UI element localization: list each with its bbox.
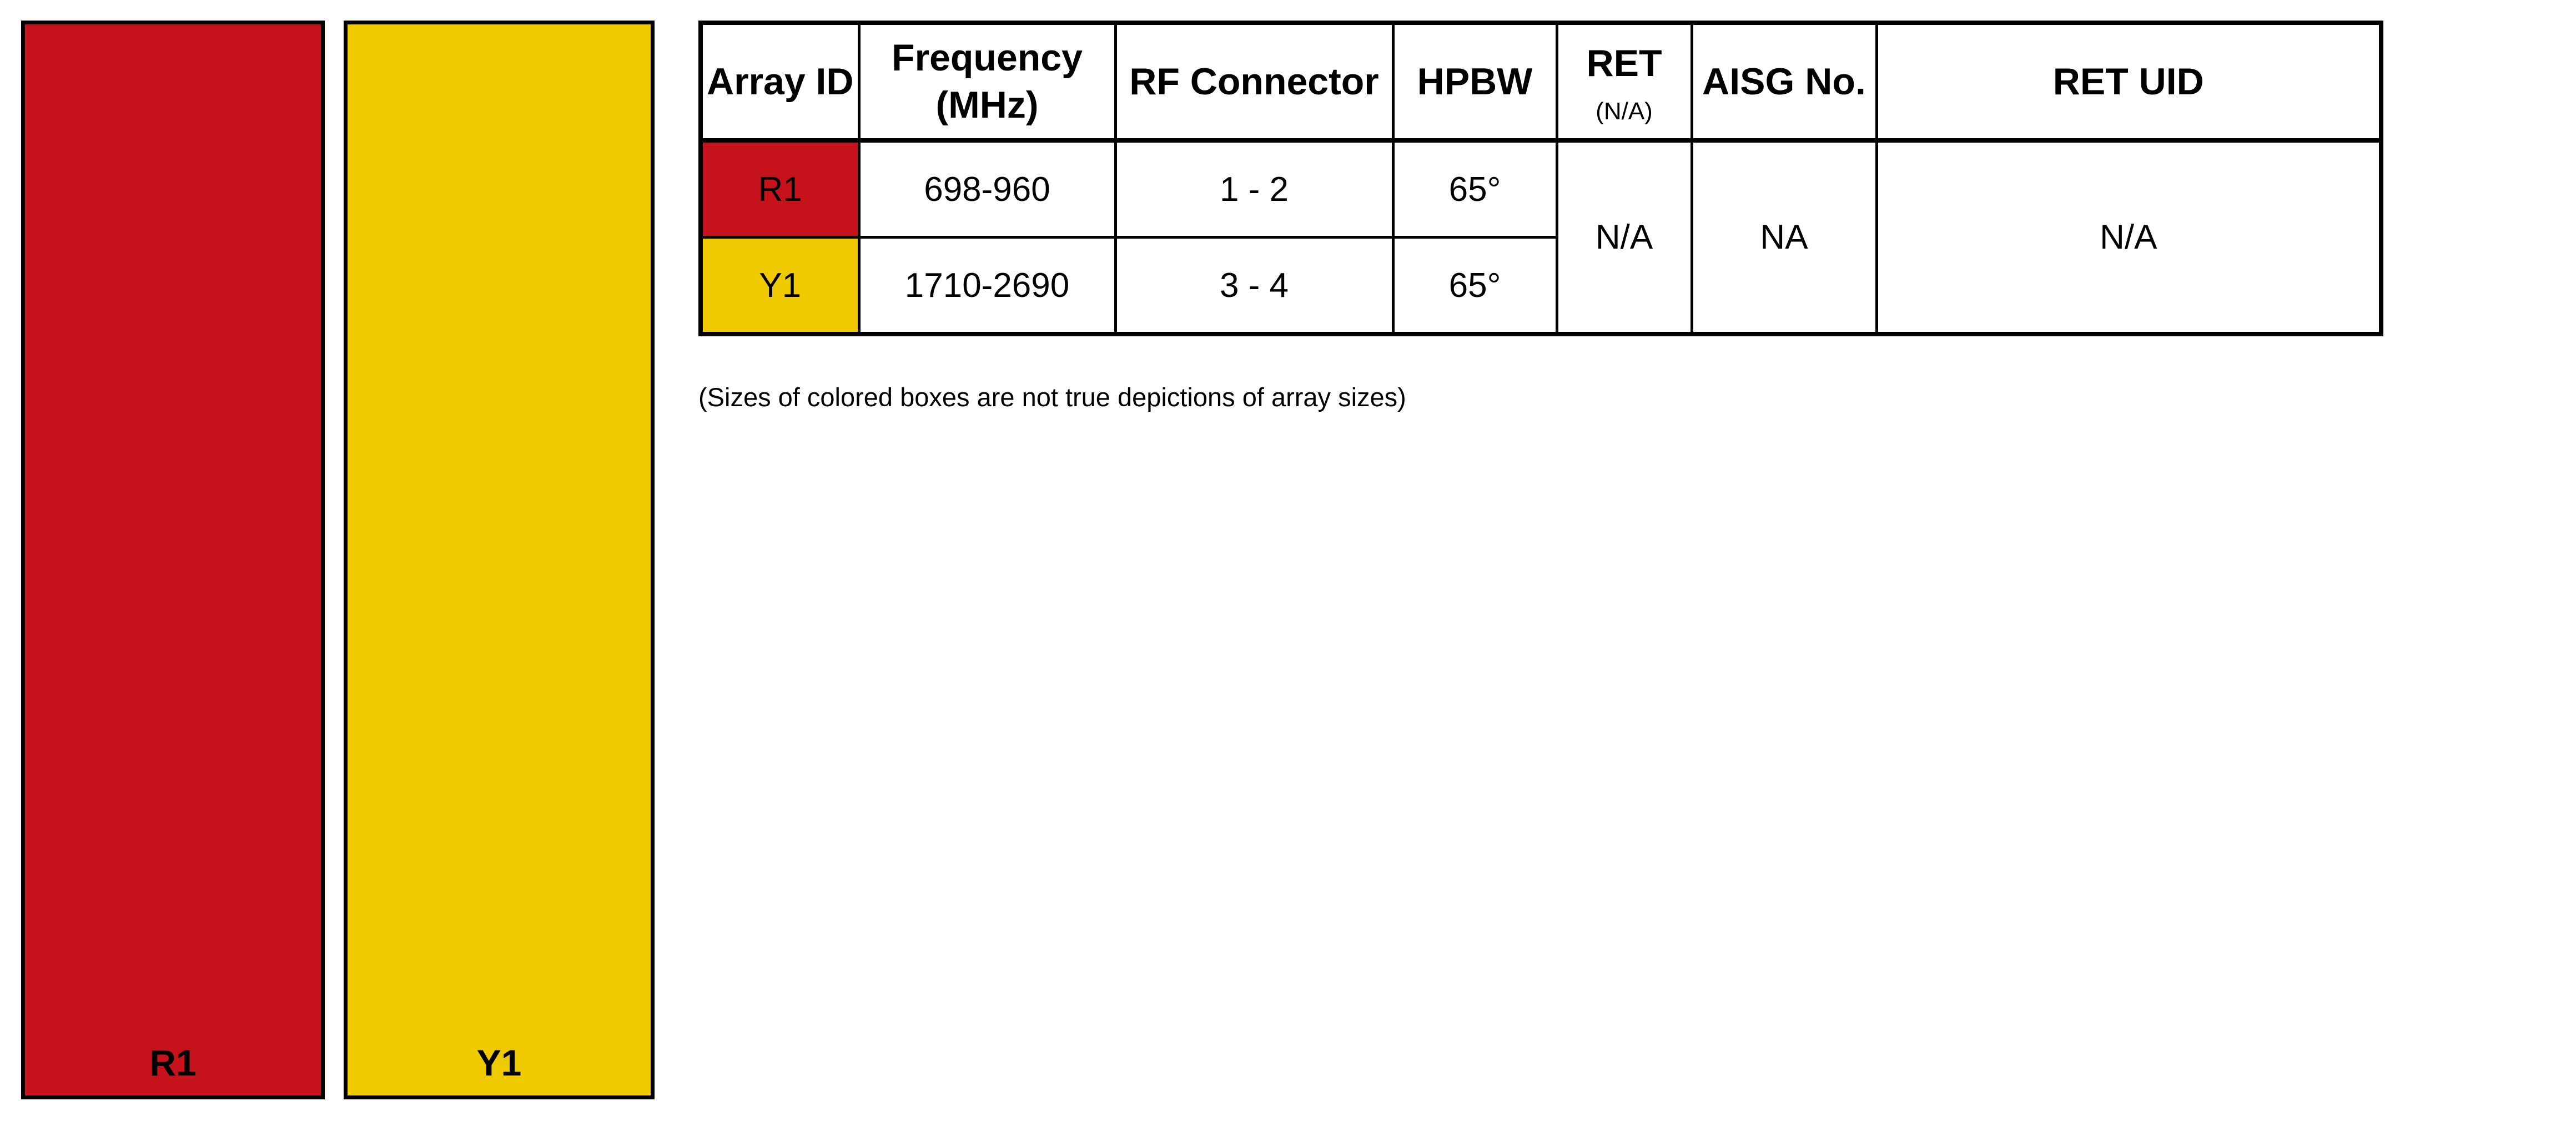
array-box-r1: R1 <box>21 21 325 1099</box>
header-cell-ret-uid: RET UID <box>1875 21 2383 143</box>
header-ret-line1: RET <box>1586 42 1662 84</box>
cell-y1-array-id: Y1 <box>699 236 861 336</box>
table-row-y1: Y1 1710-2690 3 - 4 65° <box>699 236 2381 336</box>
header-frequency-line2: (MHz) <box>935 84 1039 126</box>
header-frequency-line1: Frequency <box>892 37 1083 79</box>
header-cell-array-id: Array ID <box>699 21 861 143</box>
cell-merged-aisg-no: NA <box>1690 139 1878 336</box>
header-cell-ret: RET (N/A) <box>1555 21 1693 143</box>
size-disclaimer-caption: (Sizes of colored boxes are not true dep… <box>698 382 1406 412</box>
cell-y1-hpbw: 65° <box>1391 236 1558 336</box>
cell-r1-array-id: R1 <box>699 139 861 239</box>
header-cell-aisg-no: AISG No. <box>1690 21 1878 143</box>
header-ret-line2: (N/A) <box>1596 97 1653 125</box>
array-box-y1-label: Y1 <box>476 1042 522 1083</box>
cell-y1-frequency: 1710-2690 <box>857 236 1117 336</box>
cell-y1-rf-connector: 3 - 4 <box>1114 236 1395 336</box>
header-cell-frequency: Frequency (MHz) <box>857 21 1117 143</box>
cell-r1-frequency: 698-960 <box>857 139 1117 239</box>
header-cell-hpbw: HPBW <box>1391 21 1558 143</box>
table-header-row: Array ID Frequency (MHz) RF Connector HP… <box>699 21 2383 143</box>
cell-r1-rf-connector: 1 - 2 <box>1114 139 1395 239</box>
cell-merged-ret-uid: N/A <box>1875 139 2383 336</box>
table-row-r1: R1 698-960 1 - 2 65° N/A NA N/A <box>699 139 2383 336</box>
array-box-y1: Y1 <box>344 21 655 1099</box>
header-cell-rf-connector: RF Connector <box>1114 21 1395 143</box>
cell-r1-hpbw: 65° <box>1391 139 1558 239</box>
array-box-r1-label: R1 <box>149 1042 197 1083</box>
array-spec-table: Array ID Frequency (MHz) RF Connector HP… <box>698 21 2383 336</box>
cell-merged-ret: N/A <box>1555 139 1693 336</box>
